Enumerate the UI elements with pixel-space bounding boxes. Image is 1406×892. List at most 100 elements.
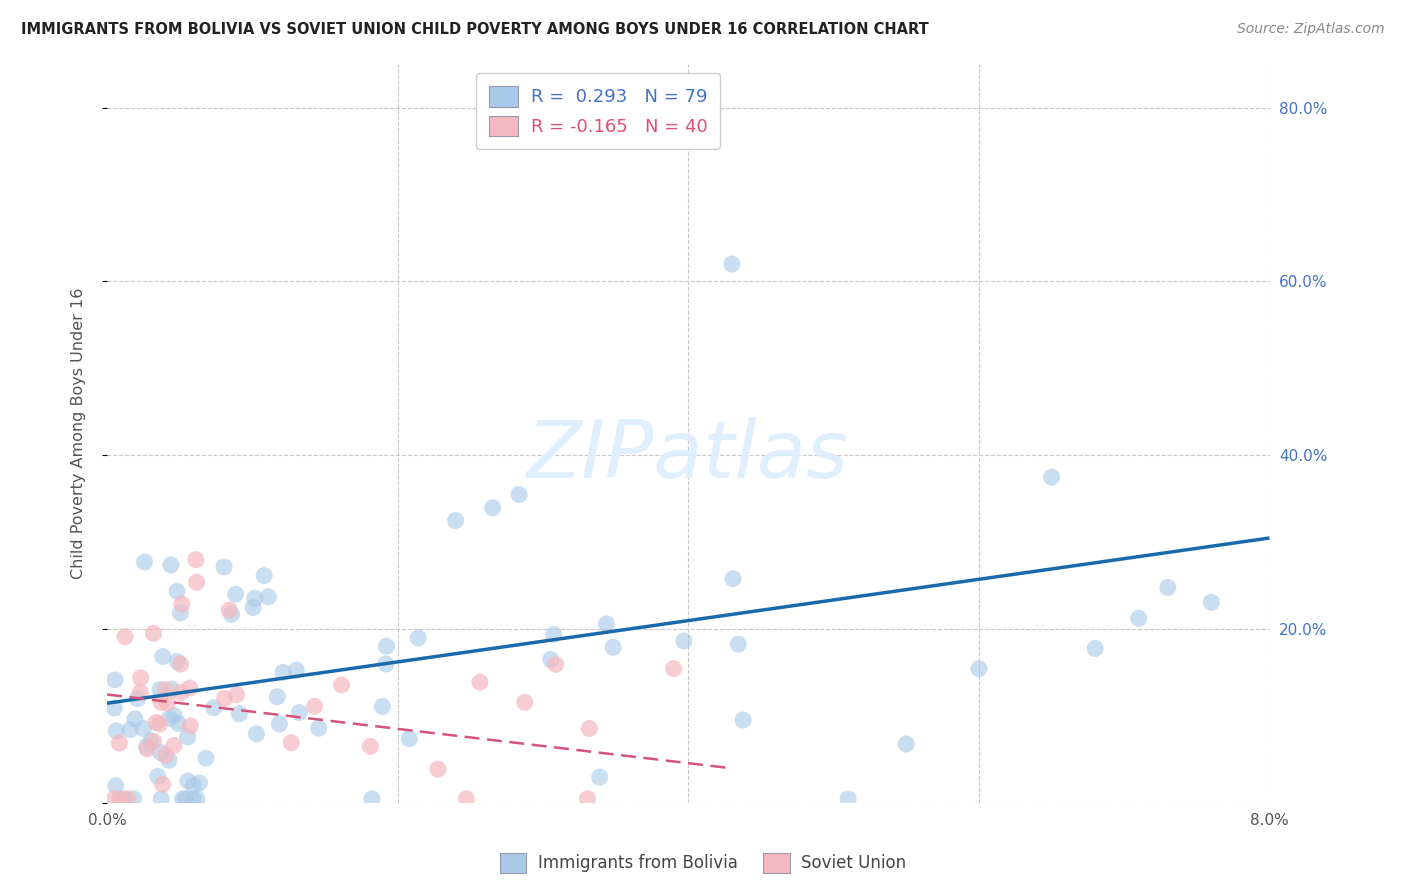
Point (280, 736, 302, 750)
Point (721, 572, 744, 586)
Point (304, 699, 326, 714)
Text: IMMIGRANTS FROM BOLIVIA VS SOVIET UNION CHILD POVERTY AMONG BOYS UNDER 16 CORREL: IMMIGRANTS FROM BOLIVIA VS SOVIET UNION … (21, 22, 929, 37)
Point (112, 792, 135, 806)
Point (120, 723, 142, 737)
Point (179, 719, 201, 733)
Point (406, 631, 429, 645)
Point (176, 730, 198, 744)
Point (271, 665, 294, 680)
Point (595, 616, 617, 631)
Point (544, 657, 567, 672)
Point (243, 591, 266, 606)
Point (468, 675, 491, 690)
Point (117, 792, 139, 806)
Point (184, 553, 207, 567)
Point (540, 652, 562, 666)
Point (152, 649, 174, 664)
Point (456, 792, 478, 806)
Point (1084, 641, 1107, 656)
Point (127, 691, 149, 706)
Point (105, 723, 128, 738)
Point (308, 721, 330, 735)
Point (896, 737, 918, 751)
Point (174, 792, 197, 806)
Point (160, 682, 183, 697)
Point (170, 685, 193, 699)
Point (508, 487, 530, 501)
Point (129, 685, 152, 699)
Point (104, 779, 127, 793)
Point (108, 792, 131, 806)
Point (149, 682, 172, 697)
Point (426, 762, 449, 776)
Point (134, 555, 156, 569)
Point (225, 688, 247, 702)
Point (285, 663, 308, 677)
Point (122, 792, 145, 806)
Legend: R =  0.293   N = 79, R = -0.165   N = 40: R = 0.293 N = 79, R = -0.165 N = 40 (477, 73, 720, 149)
Point (727, 637, 749, 651)
Point (132, 722, 155, 736)
Point (194, 751, 217, 765)
Point (155, 748, 177, 763)
Point (155, 682, 177, 697)
Text: ZIPatlas: ZIPatlas (527, 417, 849, 495)
Point (1040, 470, 1063, 484)
Point (253, 568, 276, 582)
Point (1157, 581, 1180, 595)
Point (166, 584, 188, 599)
Point (245, 727, 267, 741)
Point (142, 626, 165, 640)
Point (148, 717, 170, 731)
Point (967, 662, 990, 676)
Point (157, 753, 180, 767)
Point (481, 500, 503, 515)
Point (136, 742, 159, 756)
Point (269, 717, 291, 731)
Point (181, 779, 204, 793)
Point (837, 792, 859, 806)
Point (124, 712, 146, 726)
Point (444, 514, 467, 528)
Point (139, 734, 162, 748)
Point (374, 657, 396, 671)
Y-axis label: Child Poverty Among Boys Under 16: Child Poverty Among Boys Under 16 (72, 288, 86, 579)
Point (218, 603, 240, 617)
Point (177, 773, 200, 788)
Point (513, 695, 536, 709)
Point (257, 590, 280, 604)
Point (135, 739, 157, 754)
Point (169, 657, 191, 671)
Point (578, 722, 600, 736)
Point (662, 662, 685, 676)
Point (103, 792, 125, 806)
Point (169, 606, 191, 620)
Point (214, 691, 236, 706)
Point (163, 739, 186, 753)
Point (163, 708, 186, 723)
Point (152, 777, 174, 791)
Point (733, 713, 755, 727)
Point (149, 695, 172, 709)
Point (242, 600, 264, 615)
Point (576, 792, 599, 806)
Point (167, 716, 190, 731)
Point (181, 792, 204, 806)
Point (602, 640, 624, 655)
Legend: Immigrants from Bolivia, Soviet Union: Immigrants from Bolivia, Soviet Union (494, 847, 912, 880)
Point (330, 678, 353, 692)
Point (228, 706, 250, 721)
Point (186, 792, 208, 806)
Point (172, 792, 194, 806)
Point (212, 559, 235, 574)
Point (103, 701, 125, 715)
Point (179, 681, 201, 695)
Point (721, 257, 744, 271)
Point (375, 639, 398, 653)
Point (288, 706, 311, 720)
Point (543, 627, 565, 641)
Point (108, 736, 131, 750)
Point (166, 655, 188, 669)
Point (114, 630, 136, 644)
Point (202, 700, 225, 714)
